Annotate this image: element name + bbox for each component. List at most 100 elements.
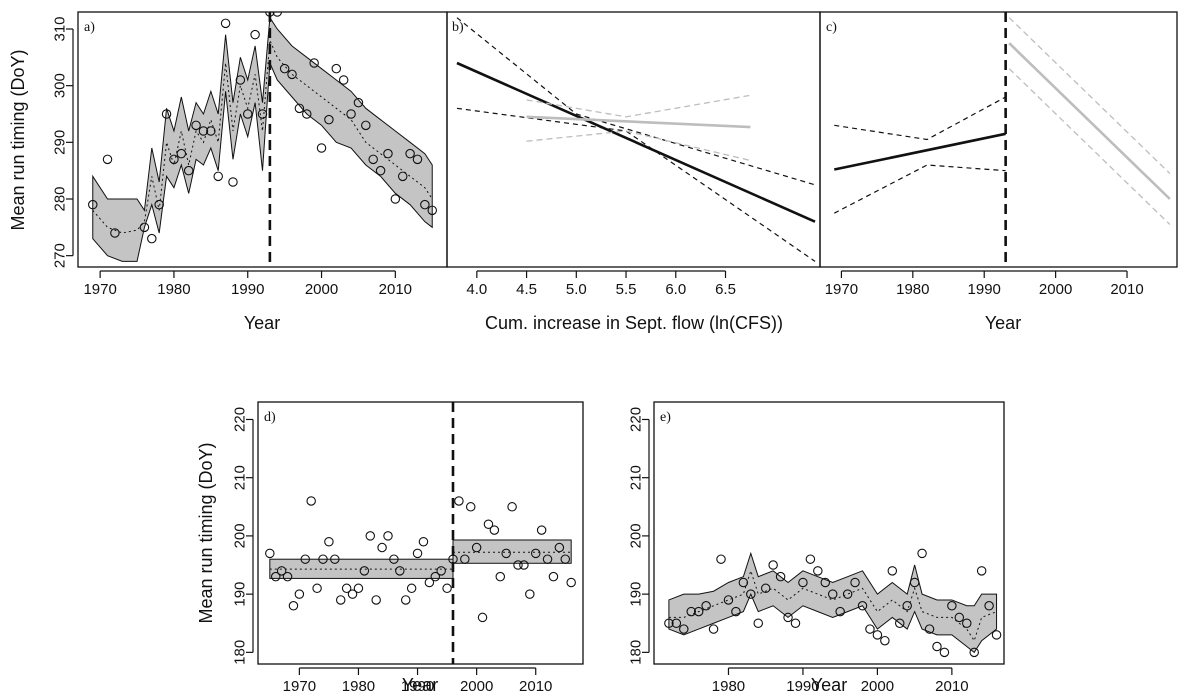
panel-e-point [962, 618, 972, 628]
panel-b-series-line-2 [456, 107, 816, 262]
panel-d-point [406, 583, 417, 594]
panel-e-point [798, 577, 808, 588]
panel-e-plot [664, 548, 1002, 658]
panel-a-x-tick-label: 1980 [157, 281, 190, 298]
panel-e-point [820, 577, 831, 588]
panel-d-point [495, 571, 506, 582]
panel-d-point [483, 519, 494, 530]
panel-d-point [477, 612, 488, 623]
panel-d-point [300, 554, 311, 564]
panel-a-point [272, 12, 283, 17]
panel-c-series-line-2 [834, 164, 1006, 214]
panel-b-x-tick-label: 5.5 [616, 281, 637, 298]
panel-e-point [753, 618, 764, 628]
panel-d-ylabel: Mean run timing (DoY) [196, 442, 216, 623]
panel-d-point [306, 496, 316, 506]
panel-a-point [228, 177, 238, 187]
panel-e-point [976, 566, 987, 576]
panel-d-point [377, 542, 387, 553]
panel-e-point [746, 589, 756, 599]
panel-e-point [664, 618, 674, 628]
panel-d-point [400, 595, 411, 605]
panel-d-point [395, 566, 405, 576]
panel-e-tag: e) [660, 410, 671, 425]
panel-c-series-line-5 [1008, 68, 1171, 225]
panel-a-x-tick-label: 2000 [305, 281, 338, 298]
panel-a-y-tick-label: 280 [52, 186, 69, 211]
panel-a-point [235, 75, 246, 85]
panel-d-point [347, 589, 358, 599]
panel-a-point [316, 143, 327, 153]
panel-a-y-tick-label: 300 [52, 73, 69, 98]
panel-d-frame [257, 401, 584, 665]
panel-a: 1970 1980 1990 2000 2010 270 280 290 300 310 a) Y… [8, 11, 448, 333]
panel-a-point [346, 109, 356, 119]
panel-d-point [365, 531, 376, 541]
panel-a-point [176, 148, 187, 159]
panel-a-point [183, 165, 194, 176]
panel-a-point [250, 29, 260, 40]
panel-c-series-line-1 [834, 96, 1006, 141]
panel-a-point [302, 109, 312, 119]
panel-a-point [154, 199, 164, 210]
panel-a-x-tick-label: 2010 [379, 281, 412, 298]
panel-d-point [436, 566, 446, 576]
panel-a-point [405, 148, 415, 159]
panel-d-point [312, 583, 322, 594]
panel-c-x-tick-label: 1980 [896, 281, 929, 298]
panel-e-frame [653, 401, 1005, 665]
panel-e-point [932, 641, 942, 652]
panel-d-y-tick-label: 180 [232, 640, 249, 665]
panel-e-point [760, 583, 771, 594]
panel-c-axes: 1970 1980 1990 2000 2010 [825, 270, 1144, 298]
panel-d-x-tick-label: 2000 [460, 678, 493, 694]
panel-b-series-line-4 [526, 94, 751, 118]
panel-a-point [191, 120, 201, 131]
panel-e-point [805, 554, 816, 564]
panel-e-point [954, 612, 965, 623]
panel-b-series-line-1 [456, 17, 816, 186]
panel-d-point [359, 566, 370, 576]
panel-d-point [270, 571, 281, 582]
panel-b-axes: 4.0 4.5 5.0 5.5 6.0 6.5 [466, 270, 736, 298]
panel-d-y-tick-label: 200 [232, 523, 249, 548]
panel-a-ylabel: Mean run timing (DoY) [8, 49, 28, 230]
panel-e-point [783, 612, 793, 623]
panel-d-x-tick-label: 2010 [519, 678, 552, 694]
panel-d-x-tick-label: 1970 [283, 678, 316, 694]
panel-d-point [389, 554, 399, 564]
panel-b-xlabel: Cum. increase in Sept. flow (ln(CFS)) [485, 313, 783, 333]
panel-e-point [813, 566, 823, 576]
panel-e-point [701, 601, 711, 611]
panel-c-x-tick-label: 2010 [1110, 281, 1143, 298]
panel-d-point [548, 571, 559, 582]
panel-e-fit-line [668, 569, 997, 642]
panel-a-point [139, 222, 150, 233]
panel-d-point [341, 583, 352, 594]
panel-c-xlabel: Year [985, 313, 1021, 333]
panel-a-axes: 1970 1980 1990 2000 2010 270 280 290 300 310 [52, 16, 413, 298]
panel-d-point [513, 560, 523, 570]
panel-e-point [917, 548, 927, 559]
panel-a-point [213, 171, 223, 182]
panel-a-point [287, 69, 297, 80]
panel-d-point [542, 554, 553, 564]
panel-a-x-tick-label: 1970 [83, 281, 116, 298]
panel-e-point [909, 577, 920, 588]
panel-b-series-line-0 [456, 61, 816, 223]
panel-e: 1980 1990 2000 2010 180 190 200 210 220 e) Year [628, 401, 1005, 694]
panel-d-point [501, 548, 511, 559]
panel-e-point [857, 601, 868, 611]
panel-d-point [525, 589, 535, 599]
panel-e-point [738, 577, 749, 588]
panel-e-point [716, 554, 726, 564]
panel-d-point [282, 571, 293, 582]
panel-d-point [318, 554, 328, 564]
panel-d-point [530, 548, 541, 559]
panel-d-point [412, 548, 423, 559]
panel-e-point [939, 647, 950, 658]
panel-e-y-tick-label: 210 [628, 465, 645, 490]
panel-e-point [924, 624, 935, 634]
panel-d-plot [265, 402, 576, 664]
